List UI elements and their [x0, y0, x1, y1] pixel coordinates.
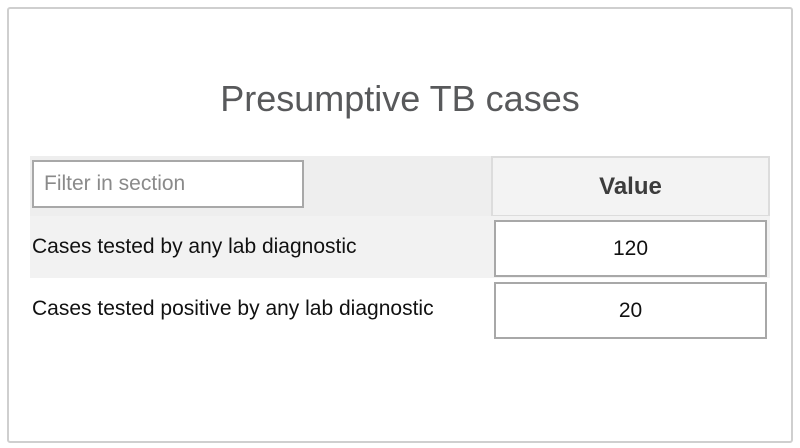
row-value-cell[interactable]: 20: [494, 282, 767, 339]
row-label: Cases tested by any lab diagnostic: [32, 235, 357, 258]
table-row: Cases tested positive by any lab diagnos…: [30, 278, 770, 340]
table-row: Cases tested by any lab diagnostic 120: [30, 216, 770, 278]
value-column-header: Value: [491, 156, 770, 217]
section-title: Presumptive TB cases: [220, 78, 580, 119]
row-label: Cases tested positive by any lab diagnos…: [32, 297, 434, 320]
row-value-cell[interactable]: 120: [494, 220, 767, 277]
filter-input[interactable]: [32, 160, 304, 208]
table-header-row: Value: [30, 156, 770, 217]
section-panel: Presumptive TB cases Value Cases tested …: [7, 7, 793, 443]
